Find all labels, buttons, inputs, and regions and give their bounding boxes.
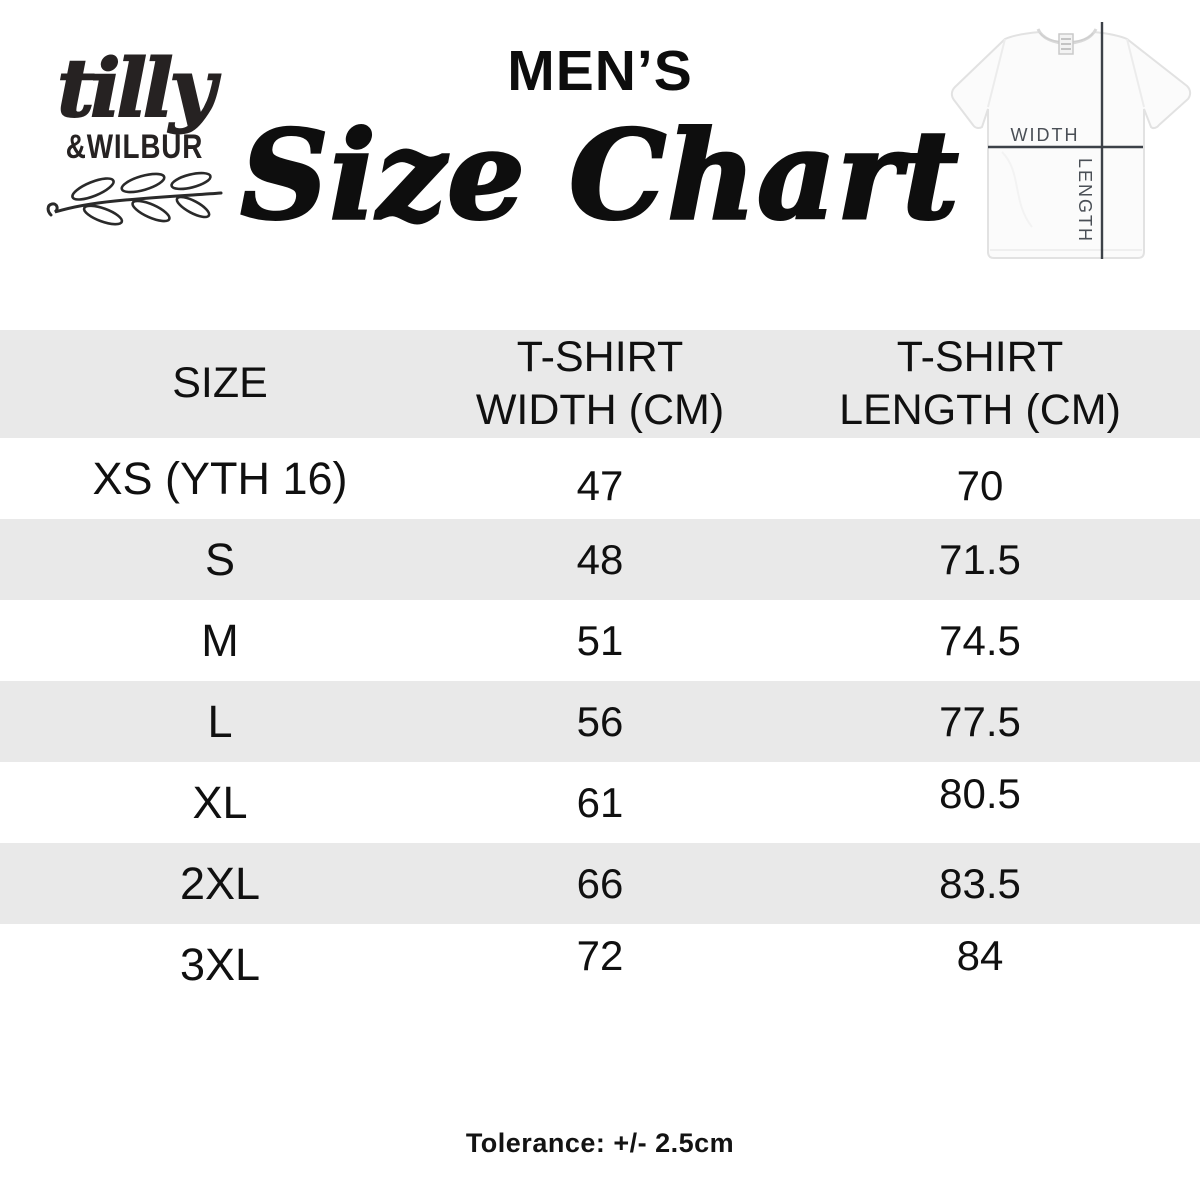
- table-row: XS (YTH 16) 47 70: [0, 438, 1200, 519]
- width-cell: 56: [576, 697, 624, 745]
- length-cell: 77.5: [939, 697, 1021, 745]
- header-width: T-SHIRT WIDTH (CM): [475, 332, 725, 434]
- width-cell: 61: [576, 778, 624, 826]
- size-cell: L: [207, 695, 233, 747]
- tshirt-body: [950, 30, 1192, 259]
- length-cell: 71.5: [939, 535, 1021, 583]
- size-cell: 2XL: [179, 857, 261, 909]
- width-cell: 66: [576, 859, 624, 907]
- title-block: MEN’S Size Chart: [0, 0, 1200, 247]
- page-title: Size Chart: [239, 103, 960, 247]
- leaf-branch-icon: [22, 171, 247, 238]
- tshirt-diagram: WIDTH LENGTH: [950, 22, 1192, 259]
- width-cell: 72: [576, 931, 624, 979]
- brand-name-caps: &WILBUR: [65, 128, 204, 166]
- brand-name-script: tilly: [56, 41, 217, 135]
- size-cell: M: [201, 614, 239, 666]
- shirt-length-label: LENGTH: [1075, 158, 1095, 243]
- table-row: XL 61 80.5: [0, 762, 1200, 843]
- width-cell: 51: [576, 616, 624, 664]
- table-row: L 56 77.5: [0, 681, 1200, 762]
- size-cell: XS (YTH 16): [92, 452, 348, 504]
- length-cell: 84: [956, 931, 1004, 979]
- table-row: M 51 74.5: [0, 600, 1200, 681]
- table-row: 3XL 72 84: [0, 924, 1200, 1005]
- header-size: SIZE: [172, 359, 268, 408]
- table-body: XS (YTH 16) 47 70 S 48 71.5 M 51 74.5 L …: [0, 438, 1200, 1005]
- header-length: T-SHIRT LENGTH (CM): [839, 332, 1121, 434]
- width-cell: 47: [576, 461, 624, 509]
- size-cell: S: [204, 533, 235, 585]
- neck-tag: [1058, 33, 1074, 55]
- table-row: S 48 71.5: [0, 519, 1200, 600]
- width-cell: 48: [576, 535, 624, 583]
- tolerance-note: Tolerance: +/- 2.5cm: [465, 1128, 735, 1158]
- length-cell: 80.5: [939, 769, 1021, 817]
- category-title: MEN’S: [507, 39, 693, 103]
- size-table: SIZE T-SHIRT WIDTH (CM) T-SHIRT LENGTH (…: [0, 330, 1200, 1005]
- length-cell: 70: [956, 461, 1004, 509]
- length-cell: 74.5: [939, 616, 1021, 664]
- size-cell: XL: [192, 776, 248, 828]
- table-row: 2XL 66 83.5: [0, 843, 1200, 924]
- shirt-width-label: WIDTH: [1011, 125, 1080, 145]
- length-cell: 83.5: [939, 859, 1021, 907]
- size-cell: 3XL: [179, 938, 261, 990]
- brand-logo: tilly &WILBUR: [22, 41, 247, 238]
- table-header-row: SIZE T-SHIRT WIDTH (CM) T-SHIRT LENGTH (…: [0, 330, 1200, 438]
